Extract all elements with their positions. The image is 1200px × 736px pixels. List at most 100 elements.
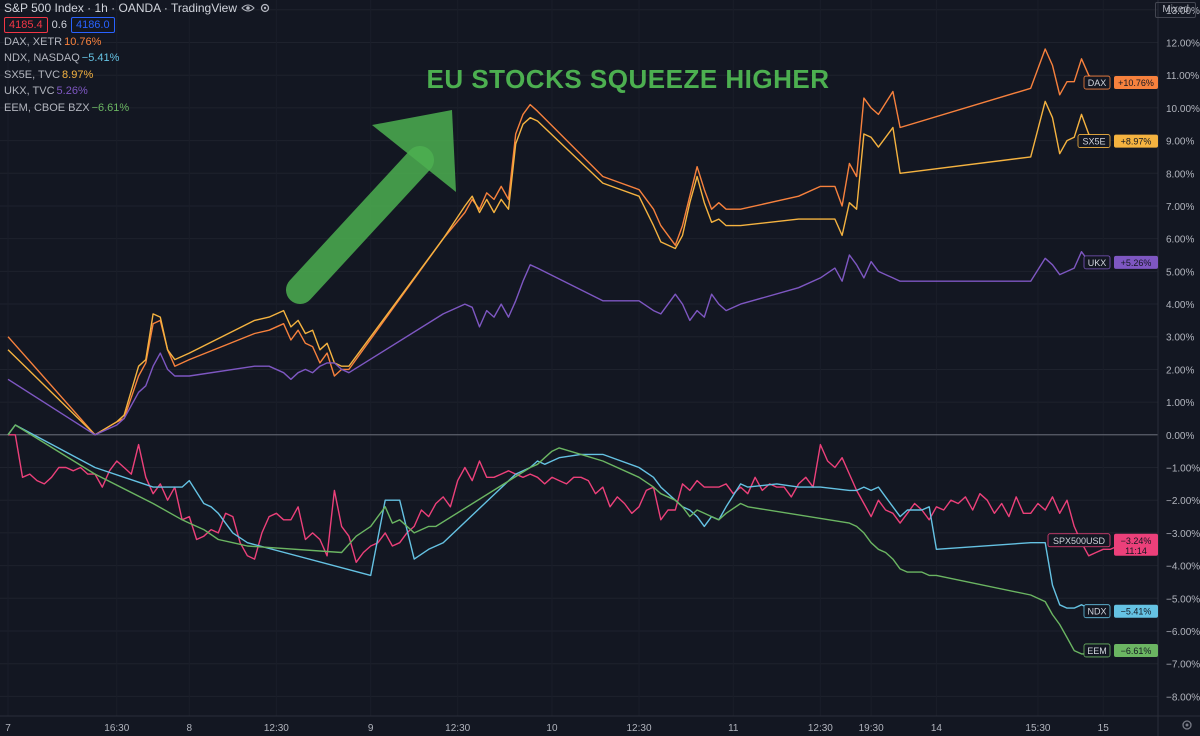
y-tick-label: 2.00% [1166,365,1194,376]
legend-symbol: SX5E, TVC [4,68,61,81]
gear-icon[interactable] [259,2,271,14]
y-tick-label: −4.00% [1166,562,1200,573]
x-tick-label: 9 [368,723,374,734]
y-tick-label: 4.00% [1166,300,1194,311]
series-value-bg [1114,134,1158,148]
legend-symbol: UKX, TVC [4,85,55,97]
y-tick-label: −2.00% [1166,496,1200,507]
series-label-ukx: UKX +5.26% [1083,255,1158,270]
y-tick-label: −7.00% [1166,660,1200,671]
series-label-dax: DAX +10.76% [1083,75,1158,90]
series-tag-bg [1083,255,1111,270]
series-tag-name: UKX [1088,258,1107,268]
series-value-bg [1114,604,1158,618]
legend-symbol: NDX, NASDAQ [4,52,80,64]
series-label-eem: EEM −6.61% [1083,643,1158,658]
legend-change: 5.26% [56,85,88,97]
series-line-dax [7,48,1097,436]
settings-icon[interactable] [1180,718,1194,732]
series-line-spx500usd [8,434,1133,563]
y-tick-label: 3.00% [1166,333,1194,344]
series-label-ndx: NDX −5.41% [1083,604,1158,619]
x-tick-label: 7 [5,723,11,734]
ask-price[interactable]: 4186.0 [70,17,115,33]
annotation-arrow [286,110,456,304]
y-tick-label: −5.00% [1166,594,1200,605]
legend-item-2[interactable]: SX5E, TVC 8.97% [4,67,271,83]
y-tick-label: 5.00% [1166,267,1194,278]
eye-icon[interactable] [241,3,255,13]
y-tick-label: −1.00% [1166,464,1200,475]
x-tick-label: 10 [546,723,558,734]
legend-item-1[interactable]: NDX, NASDAQ −5.41% [4,50,271,66]
series-tag-name: SX5E [1082,137,1105,147]
y-tick-label: 9.00% [1166,137,1194,148]
legend-item-3[interactable]: UKX, TVC 5.26% [4,83,271,99]
series-value-label: +8.97% [1121,137,1152,147]
series-tag-name: SPX500USD [1053,536,1106,546]
legend-change: 10.76% [64,35,102,48]
x-tick-label: 16:30 [104,723,129,734]
bid-price[interactable]: 4185.4 [4,17,48,33]
legend-item-4[interactable]: EEM, CBOE BZX −6.61% [4,100,271,116]
series-value-bg [1114,533,1158,556]
legend-series-list: DAX, XETR 10.76% NDX, NASDAQ −5.41% SX5E, TV… [4,34,271,116]
series-label-spx500usd: SPX500USD −3.24%11:14 [1047,533,1158,556]
y-tick-label: −8.00% [1166,692,1200,703]
x-tick-label: 12:30 [445,723,470,734]
y-tick-label: 7.00% [1166,202,1194,213]
legend-item-0[interactable]: DAX, XETR 10.76% [4,34,271,50]
y-tick-label: 6.00% [1166,235,1194,246]
series-value-label: +10.76% [1118,78,1154,88]
series-tag-name: DAX [1088,78,1107,88]
series-tag-bg [1083,604,1111,619]
series-value-bg [1114,255,1158,269]
scale-mode-button[interactable]: Mixed [1155,2,1196,18]
y-tick-label: 10.00% [1166,104,1200,115]
series-tag-bg [1077,134,1111,148]
series-value-bg [1114,76,1158,90]
x-tick-label: 12:30 [808,723,833,734]
y-tick-label: 1.00% [1166,398,1194,409]
x-tick-label: 15:30 [1025,723,1050,734]
x-tick-label: 12:30 [264,723,289,734]
series-value-label: −6.61% [1121,646,1152,656]
series-label-sx5e: SX5E +8.97% [1077,134,1158,148]
y-tick-label: 12.00% [1166,39,1200,50]
x-tick-label: 15 [1098,723,1110,734]
series-line-ukx [7,251,1097,436]
legend-symbol: EEM, CBOE BZX [4,101,90,114]
series-tag-bg [1083,643,1111,658]
x-tick-label: 11 [728,723,739,734]
series-value-label: −3.24% [1121,536,1152,546]
x-tick-label: 8 [187,723,193,734]
series-value-label: +5.26% [1121,258,1152,268]
series-line-sx5e [7,100,1097,436]
series-tag-name: NDX [1087,607,1106,617]
legend-change: 8.97% [62,68,94,81]
annotation-title: EU STOCKS SQUEEZE HIGHER [426,64,829,94]
symbol-title[interactable]: S&P 500 Index · 1h · OANDA · TradingView [4,1,238,15]
series-tag-bg [1083,75,1111,90]
quote-row: 4185.4 0.6 4186.0 [4,17,271,33]
y-tick-label: −6.00% [1166,627,1200,638]
series-tag-name: EEM [1087,646,1107,656]
arrow-shaft [286,146,434,304]
y-tick-label: −3.00% [1166,529,1200,540]
x-tick-label: 19:30 [859,723,884,734]
y-tick-label: 0.00% [1166,431,1194,442]
legend-change: −6.61% [91,101,130,114]
spread-value: 0.6 [51,19,67,31]
legend-header: S&P 500 Index · 1h · OANDA · TradingView [4,0,271,16]
series-tag-bg [1047,533,1111,548]
y-tick-label: 11.00% [1166,71,1199,82]
series-value-label: −5.41% [1121,607,1152,617]
arrow-head [372,110,456,192]
y-tick-label: 13.00% [1166,6,1200,17]
legend: S&P 500 Index · 1h · OANDA · TradingView… [4,0,271,116]
series-value-bg [1114,643,1158,657]
x-tick-label: 12:30 [627,723,652,734]
y-tick-label: 8.00% [1166,169,1194,180]
